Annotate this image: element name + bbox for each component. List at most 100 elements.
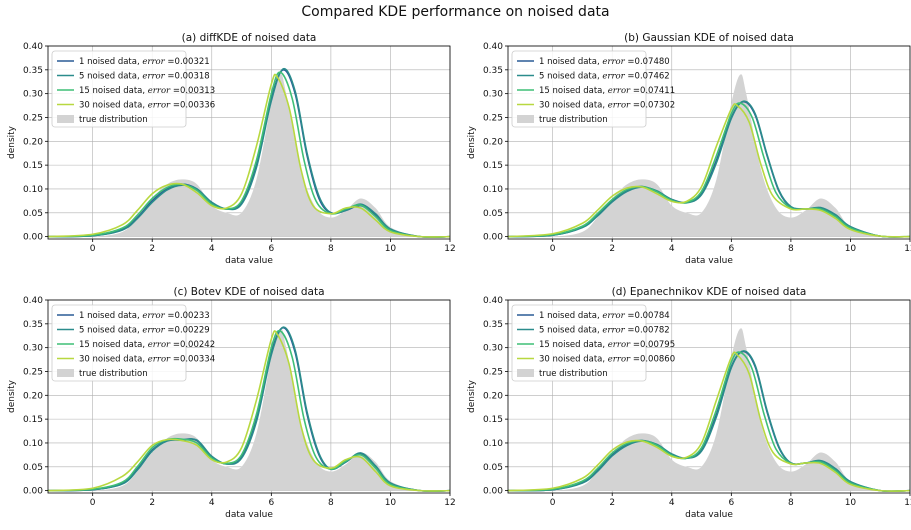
axes-frame — [507, 299, 911, 494]
panel-c: 0.00 0.05 0.10 0.15 0.20 0.25 0.30 0.35 0.40 0 2 4 6… — [7, 286, 456, 520]
y-tick-label: 0.20 — [23, 391, 43, 401]
y-tick-label: 0.05 — [23, 463, 43, 473]
y-tick-label: 0.35 — [23, 66, 43, 76]
legend: 1 noised data, error =0.00321 5 noised da… — [51, 50, 215, 128]
legend-series-name: 5 noised data, — [79, 72, 142, 82]
legend-entry: 5 noised data, error =0.00782 — [539, 326, 670, 336]
series-line-3 — [47, 71, 451, 238]
y-tick-label: 0.00 — [23, 487, 43, 497]
x-tick-label: 10 — [845, 244, 857, 254]
legend-entry: 30 noised data, error =0.00860 — [539, 355, 675, 365]
legend-box — [51, 50, 187, 128]
x-tick-label: 0 — [550, 498, 556, 508]
legend-box — [511, 50, 647, 128]
y-tick-label: 0.40 — [23, 296, 43, 306]
x-tick-label: 8 — [788, 498, 794, 508]
axes-frame — [507, 45, 911, 240]
x-tick-label: 4 — [209, 498, 215, 508]
y-tick-label: 0.25 — [483, 367, 503, 377]
legend-error-value: =0.00334 — [170, 355, 215, 365]
legend-series-name: 1 noised data, — [539, 311, 602, 321]
legend-error-label: error — [602, 326, 625, 336]
legend-series-name: 15 noised data, — [79, 340, 148, 350]
y-tick-label: 0.25 — [483, 113, 503, 123]
legend-swatch-area — [517, 369, 534, 377]
y-tick-label: 0.25 — [23, 113, 43, 123]
y-tick-label: 0.35 — [23, 320, 43, 330]
legend-entry: true distribution — [539, 115, 608, 125]
panel-title: (c) Botev KDE of noised data — [173, 286, 324, 298]
series-line-3 — [507, 102, 911, 238]
y-tick-label: 0.20 — [23, 137, 43, 147]
legend-series-name: 30 noised data, — [539, 355, 608, 365]
x-tick-label: 6 — [728, 244, 734, 254]
legend-error-value: =0.00336 — [170, 101, 215, 111]
true-distribution-area — [508, 328, 910, 492]
legend-entry: true distribution — [79, 115, 148, 125]
series-line-3 — [507, 351, 911, 492]
y-tick-label: 0.30 — [23, 90, 43, 100]
y-tick-label: 0.10 — [23, 185, 43, 195]
y-tick-label: 0.00 — [483, 487, 503, 497]
legend-entry: 30 noised data, error =0.00336 — [79, 101, 215, 111]
legend-error-value: =0.07480 — [625, 57, 670, 67]
legend-box — [51, 304, 187, 382]
panel-b: 0.00 0.05 0.10 0.15 0.20 0.25 0.30 0.35 0.40 0 2 4 6… — [467, 32, 911, 266]
panel-title: (b) Gaussian KDE of noised data — [624, 32, 794, 44]
legend-entry: 15 noised data, error =0.00795 — [539, 340, 675, 350]
x-tick-label: 10 — [845, 498, 857, 508]
legend-error-label: error — [142, 311, 165, 321]
x-tick-label: 0 — [550, 244, 556, 254]
series-line-2 — [47, 326, 451, 492]
x-tick-label: 8 — [328, 244, 334, 254]
legend-entry: 15 noised data, error =0.00313 — [79, 86, 215, 96]
legend: 1 noised data, error =0.00784 5 noised da… — [511, 304, 675, 382]
legend-error-label: error — [602, 72, 625, 82]
panel-a: 0.00 0.05 0.10 0.15 0.20 0.25 0.30 0.35 0.40 0 2 4 6… — [7, 32, 456, 266]
y-tick-label: 0.30 — [483, 90, 503, 100]
true-distribution-area — [48, 74, 450, 238]
true-distribution-area — [508, 74, 910, 238]
y-tick-label: 0.15 — [23, 161, 43, 171]
x-tick-label: 2 — [149, 498, 155, 508]
legend-error-value: =0.00860 — [630, 355, 675, 365]
y-tick-label: 0.40 — [483, 296, 503, 306]
legend-series-name: 5 noised data, — [539, 326, 602, 336]
legend-error-value: =0.00795 — [630, 340, 675, 350]
series-line-2 — [507, 100, 911, 238]
legend-entry: 1 noised data, error =0.07480 — [539, 57, 670, 67]
x-tick-label: 6 — [268, 498, 274, 508]
y-tick-label: 0.40 — [23, 42, 43, 52]
x-axis-label: data value — [685, 256, 733, 266]
legend-error-label: error — [142, 326, 165, 336]
legend-series-name: 1 noised data, — [79, 311, 142, 321]
legend-entry: 30 noised data, error =0.07302 — [539, 101, 675, 111]
x-tick-label: 4 — [669, 498, 675, 508]
legend-series-name: 1 noised data, — [539, 57, 602, 67]
legend-error-value: =0.07462 — [625, 72, 670, 82]
legend: 1 noised data, error =0.00233 5 noised da… — [51, 304, 215, 382]
y-tick-label: 0.10 — [23, 439, 43, 449]
y-tick-label: 0.05 — [483, 209, 503, 219]
true-distribution-area — [48, 328, 450, 492]
legend-error-value: =0.00233 — [165, 311, 210, 321]
x-tick-label: 12 — [444, 498, 455, 508]
legend-error-label: error — [148, 340, 171, 350]
legend-series-name: 30 noised data, — [79, 355, 148, 365]
x-tick-label: 12 — [904, 244, 911, 254]
x-axis-label: data value — [685, 510, 733, 520]
legend-series-name: 15 noised data, — [539, 86, 608, 96]
legend-error-label: error — [608, 355, 631, 365]
y-tick-label: 0.00 — [483, 233, 503, 243]
legend-error-value: =0.07302 — [630, 101, 675, 111]
legend-box — [511, 304, 647, 382]
panel-title: (d) Epanechnikov KDE of noised data — [612, 286, 807, 298]
y-tick-label: 0.25 — [23, 367, 43, 377]
legend-swatch-area — [57, 115, 74, 123]
legend-series-name: 15 noised data, — [539, 340, 608, 350]
x-axis-label: data value — [225, 510, 273, 520]
legend-entry: 5 noised data, error =0.00318 — [79, 72, 210, 82]
legend-swatch-area — [57, 369, 74, 377]
y-tick-label: 0.10 — [483, 439, 503, 449]
legend-error-label: error — [602, 57, 625, 67]
